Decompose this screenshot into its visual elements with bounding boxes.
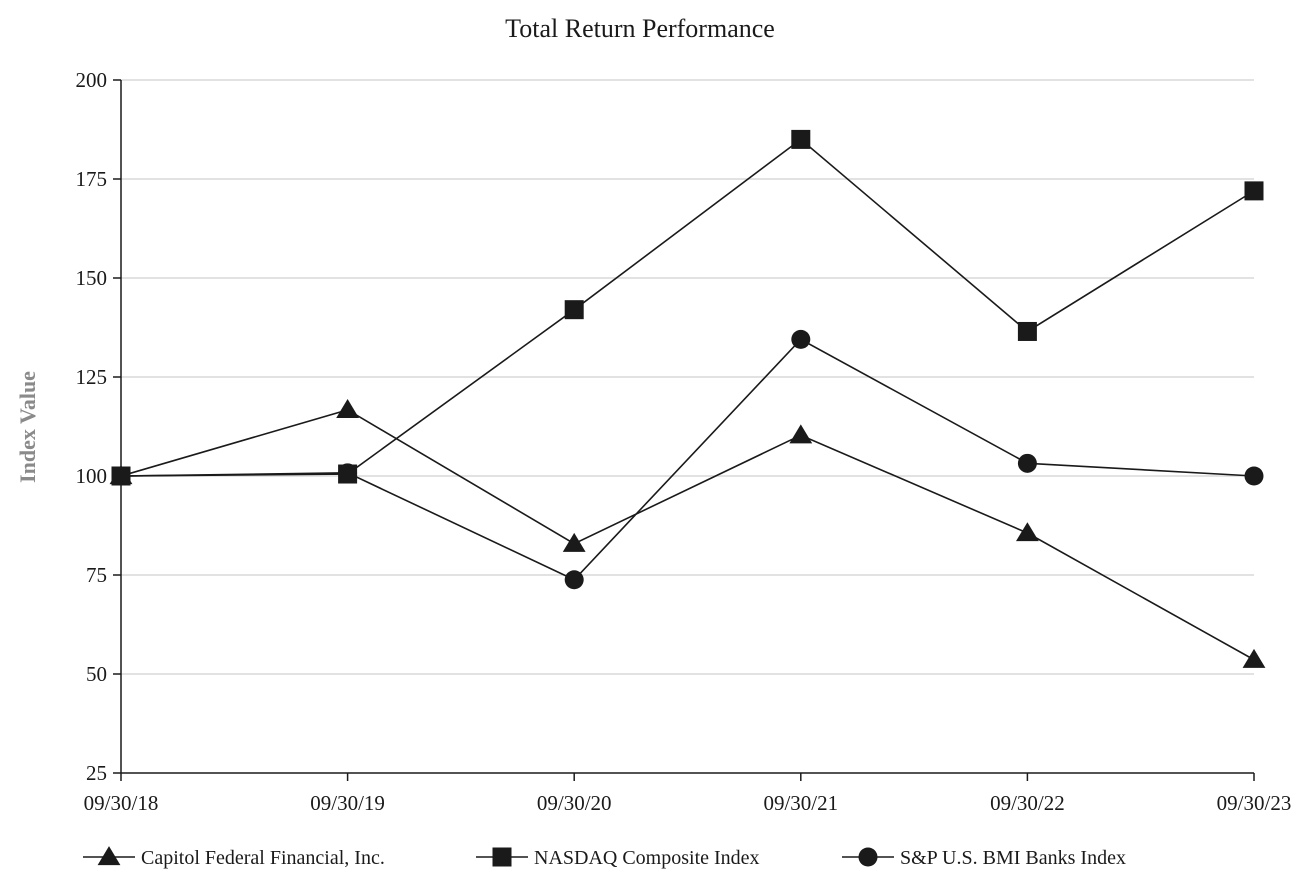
data-point: [336, 399, 359, 418]
y-axis-title: Index Value: [15, 371, 40, 483]
data-point: [564, 570, 584, 590]
data-point: [791, 129, 811, 149]
y-tick-label: 100: [76, 464, 108, 488]
y-tick-label: 200: [76, 68, 108, 92]
x-tick-label: 09/30/21: [763, 791, 838, 815]
series-layer: [109, 129, 1266, 668]
chart-title: Total Return Performance: [505, 14, 775, 43]
legend-label: S&P U.S. BMI Banks Index: [900, 847, 1126, 869]
legend-marker-triangle: [97, 846, 121, 866]
series-line: [120, 138, 1255, 477]
axis-layer: 25 50 75 100 125 150 175 200 09/30/18 09/30/19 09/…: [76, 68, 1292, 815]
data-point: [1244, 466, 1264, 486]
data-point: [1244, 181, 1264, 201]
data-point: [1242, 648, 1266, 668]
y-tick-label: 50: [86, 662, 107, 686]
legend-item: NASDAQ Composite Index: [476, 847, 760, 869]
x-tick-label: 09/30/20: [537, 791, 612, 815]
y-tick-label: 25: [86, 761, 107, 785]
legend-marker-square: [492, 847, 512, 867]
x-tick-label: 09/30/19: [310, 791, 385, 815]
data-point: [564, 300, 584, 320]
y-tick-label: 125: [76, 365, 108, 389]
data-point: [1016, 522, 1039, 542]
legend-label: Capitol Federal Financial, Inc.: [141, 847, 385, 869]
data-point: [1017, 321, 1037, 341]
x-tick-label: 09/30/23: [1217, 791, 1292, 815]
data-point: [111, 466, 131, 486]
x-tick-label: 09/30/22: [990, 791, 1065, 815]
grid-layer: [121, 79, 1254, 675]
data-point: [1017, 453, 1037, 473]
legend-item: S&P U.S. BMI Banks Index: [842, 847, 1126, 869]
legend: Capitol Federal Financial, Inc. NASDAQ Co…: [83, 846, 1126, 869]
legend-item: Capitol Federal Financial, Inc.: [83, 846, 385, 869]
x-tick-label: 09/30/18: [84, 791, 159, 815]
series-line: [120, 338, 1255, 581]
y-tick-label: 150: [76, 266, 108, 290]
data-point: [562, 532, 586, 552]
data-point: [791, 329, 811, 349]
data-point: [789, 424, 813, 444]
y-tick-label: 75: [86, 563, 107, 587]
series-circle: [111, 329, 1264, 590]
legend-marker-circle: [858, 847, 878, 867]
data-point: [338, 463, 358, 483]
series-square: [111, 129, 1264, 486]
y-tick-label: 175: [76, 167, 108, 191]
series-line: [120, 409, 1255, 661]
legend-label: NASDAQ Composite Index: [534, 847, 760, 869]
series-triangle: [109, 399, 1266, 668]
